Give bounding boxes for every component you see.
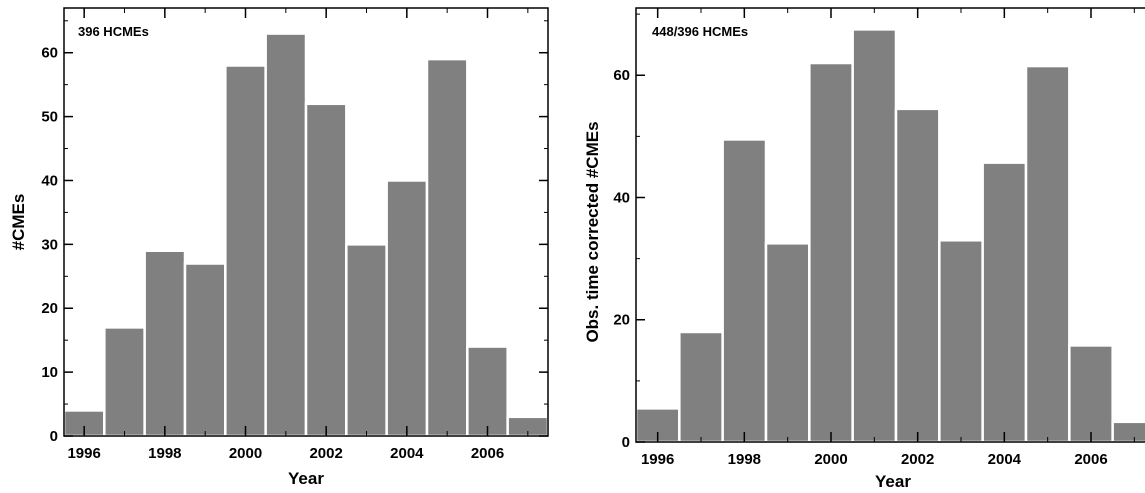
bar-2002 [304,102,348,438]
bar-2004 [385,179,429,438]
y-tick-label: 60 [613,67,630,84]
left-plot-frame [63,7,549,437]
right-chart-panel: 0 20 40 60 1996 1998 2000 2002 2004 2006 448/396… [583,7,1145,491]
bar-2005 [425,57,469,438]
bar-1998 [721,138,768,444]
bar-2001 [851,28,898,444]
x-tick-label: 1996 [641,451,674,468]
right-x-ticks: 1996 1998 2000 2002 2004 2006 [641,8,1135,468]
right-bars [634,28,1145,444]
bar-2001 [264,32,308,438]
x-tick-label: 2002 [309,445,342,462]
right-x-axis-title: Year [875,472,911,491]
y-tick-label: 0 [622,434,630,451]
x-tick-label: 2006 [1074,451,1107,468]
right-annotation: 448/396 HCMEs [652,24,748,39]
x-tick-label: 1998 [728,451,761,468]
y-tick-label: 20 [613,312,630,329]
left-x-axis-title: Year [288,469,324,488]
left-annotation: 396 HCMEs [78,24,149,39]
y-tick-label: 60 [41,45,58,62]
left-y-ticks: 0 10 20 30 40 50 60 [41,20,548,445]
left-chart-panel: 0 10 20 30 40 50 60 1996 1998 2000 2002 2004 2006 3… [9,7,550,488]
y-tick-label: 20 [41,300,58,317]
x-tick-label: 2002 [901,451,934,468]
left-x-ticks: 1996 1998 2000 2002 2004 2006 [67,8,529,462]
x-tick-label: 2000 [229,445,262,462]
x-tick-label: 2000 [814,451,847,468]
bar-2002 [894,107,941,444]
right-y-ticks: 0 20 40 60 [613,13,645,451]
bar-2003 [938,239,984,444]
y-tick-label: 0 [50,428,58,445]
bar-1997 [103,326,146,438]
left-bars [62,32,550,438]
y-tick-label: 30 [41,236,58,253]
bar-2005 [1024,64,1071,444]
x-tick-label: 2006 [471,445,504,462]
bar-2006 [466,345,509,438]
y-tick-label: 10 [41,364,58,381]
bar-2003 [345,243,388,438]
x-tick-label: 1998 [148,445,181,462]
bar-1999 [183,262,227,438]
x-tick-label: 2004 [988,451,1022,468]
bar-1997 [678,330,724,444]
bar-2007 [1111,420,1145,444]
y-tick-label: 40 [41,172,58,189]
y-tick-label: 50 [41,109,58,126]
bar-2006 [1068,344,1114,444]
bar-1999 [764,242,811,444]
right-y-axis-title: Obs. time corrected #CMEs [583,121,602,342]
bar-1998 [143,249,187,438]
bar-2004 [981,161,1028,444]
x-tick-label: 1996 [67,445,100,462]
y-tick-label: 40 [613,189,630,206]
x-tick-label: 2004 [390,445,424,462]
bar-2000 [224,64,267,438]
right-plot-frame [635,7,1145,443]
bar-2000 [808,61,854,444]
left-y-axis-title: #CMEs [9,194,28,251]
